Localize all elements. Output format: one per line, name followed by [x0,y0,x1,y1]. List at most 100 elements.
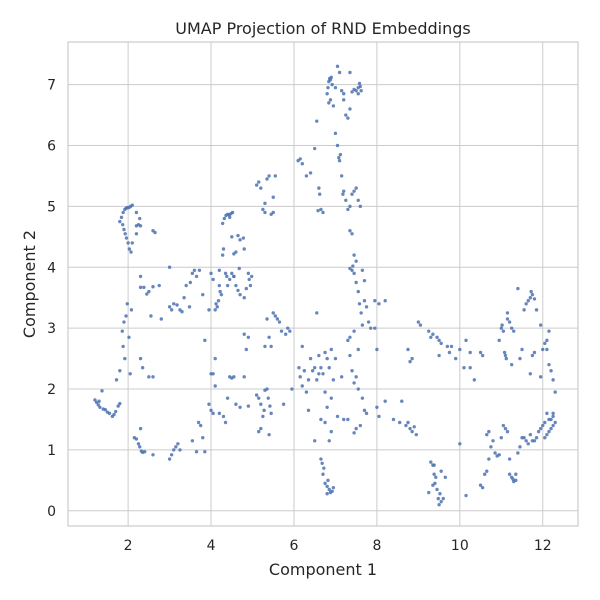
scatter-point [391,417,396,422]
scatter-point [325,356,329,361]
scatter-point [337,155,341,160]
scatter-point [127,335,131,339]
y-tick-label: 2 [47,382,56,398]
scatter-point [263,344,267,349]
scatter-point [254,393,259,397]
scatter-point [313,366,317,370]
scatter-point [331,485,336,490]
scatter-point [509,362,514,367]
scatter-point [209,372,213,376]
y-tick-label: 0 [47,504,56,520]
y-tick-label: 4 [47,260,56,276]
scatter-point [503,353,508,358]
scatter-point [320,461,324,465]
scatter-point [502,350,507,355]
scatter-point [315,378,319,382]
scatter-point [462,366,466,370]
scatter-point [524,439,528,443]
scatter-point [134,437,139,441]
scatter-point [188,280,193,285]
scatter-point [319,417,323,422]
scatter-point [516,451,520,455]
scatter-point [431,483,435,487]
y-tick-label: 5 [47,199,56,215]
scatter-point [271,311,275,315]
scatter-point [449,344,454,349]
scatter-point [339,89,344,93]
scatter-point [138,426,143,431]
scatter-point [182,295,186,300]
scatter-point [468,366,472,370]
scatter-point [225,283,230,288]
scatter-point [532,297,537,301]
scatter-point [327,101,331,105]
scatter-point [259,426,263,431]
scatter-point [375,347,379,352]
scatter-point [201,292,205,297]
scatter-point [435,335,439,339]
scatter-point [246,335,251,339]
scatter-point [357,302,362,306]
scatter-point [242,332,246,336]
scatter-point [472,378,477,382]
scatter-point [344,198,348,202]
scatter-point [242,375,246,379]
scatter-point [317,192,322,196]
scatter-point [352,271,356,276]
scatter-point [225,274,229,279]
scatter-point [398,420,402,425]
scatter-point [180,310,184,314]
scatter-point [543,420,547,425]
scatter-point [265,387,269,391]
scatter-point [329,429,333,434]
scatter-point [331,104,336,108]
scatter-point [169,453,174,457]
scatter-point [364,411,369,416]
scatter-point [429,460,433,464]
scatter-point [383,299,387,303]
scatter-point [207,308,211,312]
scatter-point [532,439,537,443]
y-tick-label: 6 [47,138,56,154]
scatter-point [259,402,263,406]
scatter-point [323,420,327,425]
scatter-point [464,493,468,498]
scatter-point [358,84,363,89]
x-tick-label: 8 [372,538,381,554]
scatter-point [445,344,450,349]
scatter-point [234,250,238,254]
scatter-point [302,369,307,373]
scatter-point [159,317,163,321]
scatter-point [348,70,352,75]
scatter-point [487,457,491,461]
scatter-point [400,399,404,403]
scatter-point [247,277,251,282]
scatter-point [328,98,333,102]
scatter-point [354,375,358,379]
scatter-point [151,453,155,457]
scatter-point [377,302,381,306]
scatter-point [514,472,518,476]
scatter-point [232,375,236,379]
scatter-point [437,353,441,358]
scatter-point [134,224,139,228]
scatter-point [526,299,530,303]
scatter-point [98,405,102,409]
scatter-point [254,183,259,187]
scatter-point [356,347,360,352]
scatter-point [281,402,286,406]
x-tick-label: 4 [207,538,216,554]
scatter-point [485,469,489,473]
scatter-point [348,229,352,233]
scatter-point [505,311,510,315]
scatter-point [344,113,348,117]
scatter-point [356,198,360,202]
x-tick-label: 2 [124,538,133,554]
scatter-point [221,414,226,419]
scatter-point [373,299,377,303]
scatter-point [327,366,331,370]
scatter-point [192,268,197,273]
y-tick-label: 1 [47,443,56,459]
scatter-point [236,288,240,293]
scatter-point [441,496,445,501]
